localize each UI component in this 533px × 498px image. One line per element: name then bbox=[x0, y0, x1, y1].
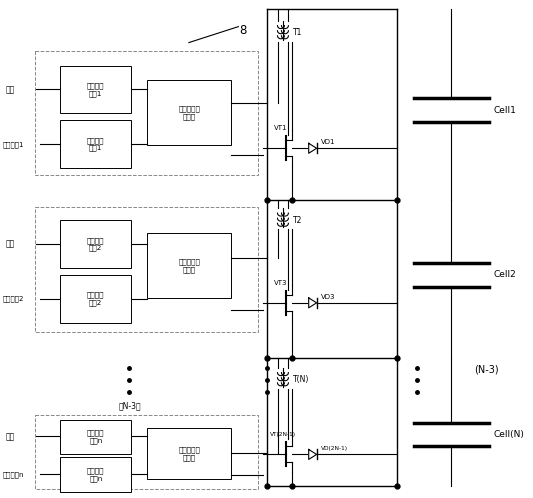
Text: 控制信号2: 控制信号2 bbox=[3, 295, 24, 302]
Text: (N-3): (N-3) bbox=[474, 365, 499, 374]
Bar bbox=[60, 66, 132, 114]
Text: 电源: 电源 bbox=[6, 85, 15, 94]
Text: Cell1: Cell1 bbox=[494, 106, 517, 115]
Text: 8: 8 bbox=[240, 24, 247, 37]
Text: VT1: VT1 bbox=[274, 125, 287, 131]
Bar bbox=[60, 275, 132, 323]
Text: T2: T2 bbox=[293, 216, 302, 225]
Text: 电源隔离
模块n: 电源隔离 模块n bbox=[87, 430, 104, 444]
Text: 信号功率放
大电路: 信号功率放 大电路 bbox=[179, 258, 200, 272]
Text: 信号隔离
电路n: 信号隔离 电路n bbox=[87, 468, 104, 482]
Bar bbox=[60, 419, 132, 455]
Text: 电源隔离
模块2: 电源隔离 模块2 bbox=[87, 237, 104, 251]
Bar bbox=[147, 81, 231, 145]
Bar bbox=[147, 233, 231, 298]
Bar bbox=[35, 51, 258, 175]
Text: 电源: 电源 bbox=[6, 240, 15, 249]
Text: 信号功率放
大电路: 信号功率放 大电路 bbox=[179, 106, 200, 120]
Text: Cell2: Cell2 bbox=[494, 270, 516, 279]
Text: VT3: VT3 bbox=[274, 280, 287, 286]
Text: 信号功率放
大电路: 信号功率放 大电路 bbox=[179, 446, 200, 461]
Text: 信号隔离
电路2: 信号隔离 电路2 bbox=[87, 292, 104, 306]
Text: 控制信号n: 控制信号n bbox=[3, 471, 24, 478]
Text: T(N): T(N) bbox=[293, 375, 309, 384]
Text: 信号隔离
电路1: 信号隔离 电路1 bbox=[87, 137, 104, 151]
Bar bbox=[60, 220, 132, 268]
Text: VT(2N-1): VT(2N-1) bbox=[270, 432, 296, 437]
Bar bbox=[35, 207, 258, 332]
Text: Cell(N): Cell(N) bbox=[494, 430, 525, 439]
Text: 电源: 电源 bbox=[6, 432, 15, 441]
Bar bbox=[35, 414, 258, 490]
Bar bbox=[147, 427, 231, 480]
Text: VD1: VD1 bbox=[320, 139, 335, 145]
Text: （N-3）: （N-3） bbox=[118, 401, 141, 410]
Text: 电源隔离
模块1: 电源隔离 模块1 bbox=[87, 82, 104, 97]
Text: 控制信号1: 控制信号1 bbox=[3, 141, 24, 147]
Text: T1: T1 bbox=[293, 28, 302, 37]
Bar bbox=[60, 121, 132, 168]
Bar bbox=[60, 458, 132, 493]
Text: VD3: VD3 bbox=[320, 294, 335, 300]
Text: VD(2N-1): VD(2N-1) bbox=[320, 446, 348, 451]
